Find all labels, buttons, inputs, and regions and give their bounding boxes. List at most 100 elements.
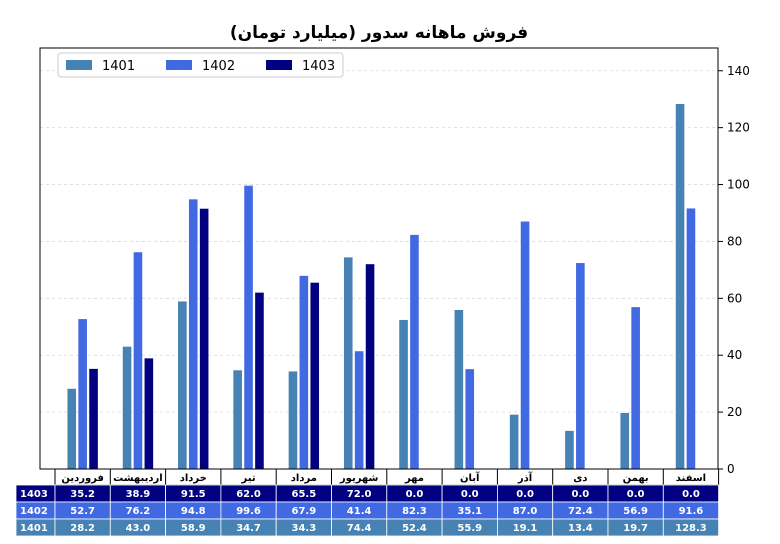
bar: [78, 319, 87, 469]
bar: [144, 358, 154, 469]
table-cell-value: 0.0: [627, 489, 645, 500]
category-label: آذر: [517, 471, 533, 484]
legend-swatch: [266, 60, 292, 70]
category-label: اردیبهشت: [113, 473, 163, 484]
table-cell-value: 52.4: [402, 523, 427, 534]
bar: [354, 351, 364, 469]
table-cell: [662, 518, 719, 537]
legend-label: 1402: [202, 59, 235, 74]
table-cell-value: 19.1: [513, 523, 538, 534]
bar: [178, 301, 187, 469]
legend-swatch: [66, 60, 92, 70]
y-tick-label: 0: [727, 462, 735, 476]
table-row-label: 1402: [20, 506, 48, 517]
table-cell-value: 91.5: [181, 489, 206, 500]
bar: [631, 307, 640, 469]
bar: [244, 185, 253, 469]
table-cell-value: 58.9: [181, 523, 206, 534]
bar: [465, 369, 475, 469]
category-label: تیر: [241, 473, 256, 484]
table-cell-value: 82.3: [402, 506, 427, 517]
table-cell-value: 43.0: [126, 523, 151, 534]
bar: [122, 346, 132, 469]
y-axis: 0 20 40 60 80 100 120 140: [718, 64, 750, 476]
category-label: آبان: [460, 471, 480, 484]
table-cell-value: 65.5: [292, 489, 317, 500]
bar: [299, 275, 309, 469]
bar: [67, 388, 77, 469]
bar: [310, 282, 320, 469]
table-cell-value: 13.4: [568, 523, 593, 534]
table-cell-value: 0.0: [571, 489, 589, 500]
bar: [675, 104, 685, 469]
table-cell-value: 62.0: [236, 489, 261, 500]
table-row-label: 1403: [20, 489, 48, 500]
bar: [520, 221, 530, 469]
bar: [576, 263, 585, 469]
bar: [343, 257, 353, 469]
table-cell-value: 34.3: [292, 523, 317, 534]
table-cell-value: 0.0: [516, 489, 534, 500]
table-cell-value: 72.0: [347, 489, 372, 500]
bar: [620, 412, 630, 469]
table-cell-value: 99.6: [236, 506, 261, 517]
legend-label: 1403: [302, 59, 335, 74]
data-table: فروردین اردیبهشت خرداد تیر مرداد شهریور مهر آبا…: [15, 468, 720, 537]
table-cell-value: 52.7: [70, 506, 95, 517]
table-cell-value: 0.0: [406, 489, 424, 500]
category-label: مرداد: [291, 473, 317, 484]
bars: [67, 104, 696, 470]
legend-label: 1401: [102, 59, 135, 74]
y-tick-label: 80: [727, 234, 742, 248]
table-cell-value: 91.6: [679, 506, 704, 517]
bar: [233, 370, 242, 469]
bar: [89, 368, 98, 469]
bar: [399, 319, 408, 469]
table-cell-value: 72.4: [568, 506, 593, 517]
table-cell-value: 55.9: [457, 523, 482, 534]
table-cell-value: 41.4: [347, 506, 372, 517]
chart-title: فروش ماهانه سدور (میلیارد تومان): [230, 23, 528, 43]
bar: [133, 252, 143, 469]
bar: [365, 264, 375, 469]
bar: [565, 430, 574, 469]
legend-swatch: [166, 60, 192, 70]
legend-box: [57, 52, 344, 78]
legend: 1401 1402 1403: [57, 52, 344, 78]
table-cell-value: 34.7: [236, 523, 261, 534]
grid: [40, 70, 718, 470]
category-label: مهر: [404, 473, 424, 484]
category-label: بهمن: [623, 473, 649, 484]
table-cell-value: 76.2: [126, 506, 151, 517]
table-cell-value: 74.4: [347, 523, 372, 534]
table-cell-value: 94.8: [181, 506, 206, 517]
table-cell-value: 56.9: [623, 506, 648, 517]
bar: [188, 199, 198, 469]
category-label: شهریور: [339, 473, 379, 484]
table-cell-value: 0.0: [682, 489, 700, 500]
bar: [199, 208, 209, 469]
table-cell-value: 35.2: [70, 489, 95, 500]
table-row-label: 1401: [20, 523, 48, 534]
bar: [288, 371, 298, 469]
table-cell-value: 67.9: [292, 506, 317, 517]
bar: [509, 414, 519, 469]
table-cell-value: 0.0: [461, 489, 479, 500]
bar: [454, 309, 464, 469]
bar: [410, 234, 419, 469]
y-tick-label: 20: [727, 405, 742, 419]
table-cell-value: 38.9: [126, 489, 151, 500]
y-tick-label: 40: [727, 348, 742, 362]
category-label: خرداد: [180, 473, 207, 484]
table-cell-value: 19.7: [623, 523, 648, 534]
y-tick-label: 120: [727, 121, 750, 135]
table-cell-value: 28.2: [70, 523, 95, 534]
bar: [255, 292, 264, 469]
category-label: دی: [573, 473, 587, 484]
y-tick-label: 100: [727, 178, 750, 192]
category-label: اسفند: [676, 473, 706, 484]
table-cell-value: 87.0: [513, 506, 538, 517]
table-cell-value: 35.1: [457, 506, 482, 517]
y-tick-label: 60: [727, 291, 742, 305]
